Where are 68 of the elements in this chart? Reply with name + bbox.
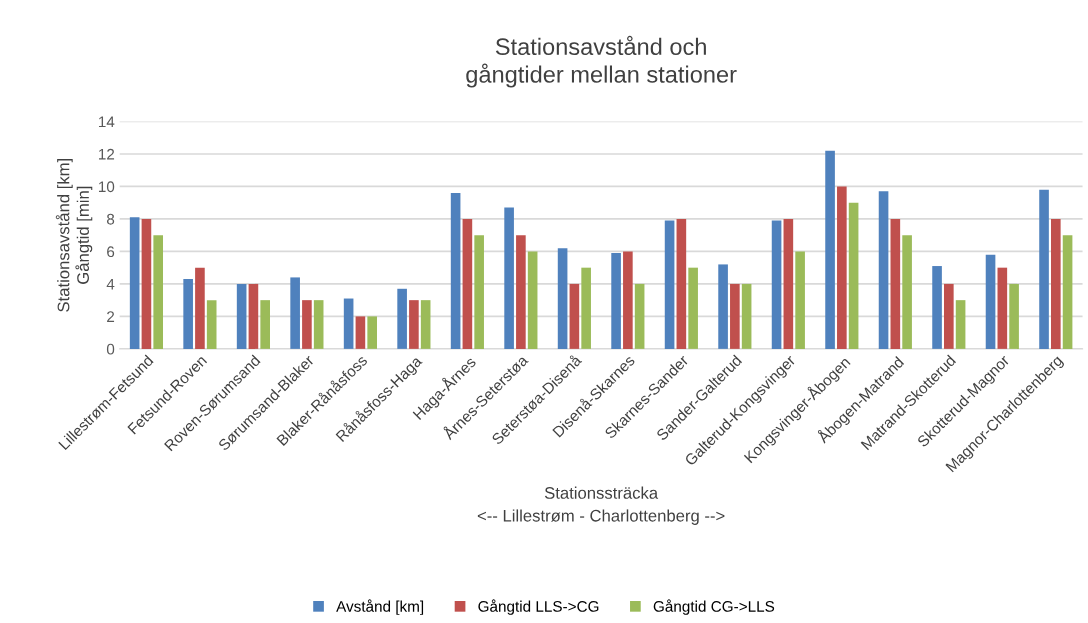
bar bbox=[848, 202, 859, 349]
chart-title: Stationsavstånd och gångtider mellan stationer bbox=[466, 35, 737, 88]
bar bbox=[676, 218, 687, 349]
bar bbox=[367, 316, 377, 349]
bar bbox=[730, 283, 740, 349]
bar bbox=[129, 217, 140, 349]
x-axis-title: Stationssträcka <-- Lillestrøm - Charlottenberg --> bbox=[477, 486, 725, 525]
bar bbox=[343, 298, 354, 349]
bar bbox=[985, 254, 996, 349]
bar bbox=[420, 300, 431, 349]
bar bbox=[527, 251, 538, 349]
bar bbox=[932, 266, 942, 349]
y-axis-title: Stationsavstånd [km] Gångtid [min] bbox=[55, 159, 93, 312]
bar bbox=[313, 300, 324, 349]
bar bbox=[504, 207, 514, 349]
bar bbox=[355, 316, 366, 349]
bar bbox=[248, 283, 259, 349]
y-tick-label: 12 bbox=[98, 148, 115, 160]
bar bbox=[771, 220, 782, 349]
bar bbox=[260, 300, 270, 349]
legend-label: Gångtid LLS->CG bbox=[478, 599, 599, 615]
y-tick-label: 2 bbox=[107, 311, 115, 322]
bar bbox=[1051, 218, 1061, 349]
bar bbox=[397, 288, 407, 349]
bar bbox=[141, 218, 152, 349]
bar bbox=[795, 251, 805, 349]
bar bbox=[302, 300, 312, 349]
bar bbox=[569, 283, 580, 349]
y-tick-label: 10 bbox=[98, 181, 115, 193]
bar bbox=[195, 267, 205, 349]
bar bbox=[236, 283, 247, 349]
bar bbox=[688, 267, 698, 349]
bar bbox=[474, 235, 484, 349]
bar bbox=[944, 283, 954, 349]
bar bbox=[664, 220, 675, 349]
bar bbox=[825, 150, 835, 349]
bar bbox=[206, 300, 217, 349]
bar bbox=[955, 300, 966, 349]
bar bbox=[611, 253, 621, 349]
bar bbox=[1009, 283, 1019, 349]
y-tick-label: 8 bbox=[106, 213, 115, 225]
bar bbox=[290, 277, 300, 349]
bar bbox=[718, 264, 728, 349]
bar bbox=[997, 267, 1008, 349]
y-tick-label: 14 bbox=[98, 116, 115, 128]
bar bbox=[1062, 235, 1073, 349]
bar bbox=[878, 191, 889, 349]
y-tick-label: 4 bbox=[106, 278, 115, 290]
bar bbox=[153, 235, 164, 349]
bar bbox=[183, 279, 193, 349]
bar bbox=[783, 218, 794, 349]
bar bbox=[462, 218, 473, 349]
bar bbox=[409, 300, 419, 349]
legend-label: Gångtid CG->LLS bbox=[653, 599, 775, 615]
y-tick-label: 6 bbox=[107, 246, 115, 258]
bar bbox=[516, 235, 526, 349]
bar bbox=[890, 218, 901, 349]
bar bbox=[1039, 189, 1049, 349]
bar bbox=[902, 235, 912, 349]
bar bbox=[741, 283, 752, 349]
bar bbox=[837, 186, 847, 349]
legend-label: Avstånd [km] bbox=[336, 599, 424, 615]
bar bbox=[634, 283, 645, 349]
bar bbox=[623, 251, 633, 349]
bar bbox=[450, 192, 461, 349]
bar bbox=[581, 267, 591, 349]
bar bbox=[557, 248, 568, 349]
y-tick-label: 0 bbox=[106, 343, 115, 355]
